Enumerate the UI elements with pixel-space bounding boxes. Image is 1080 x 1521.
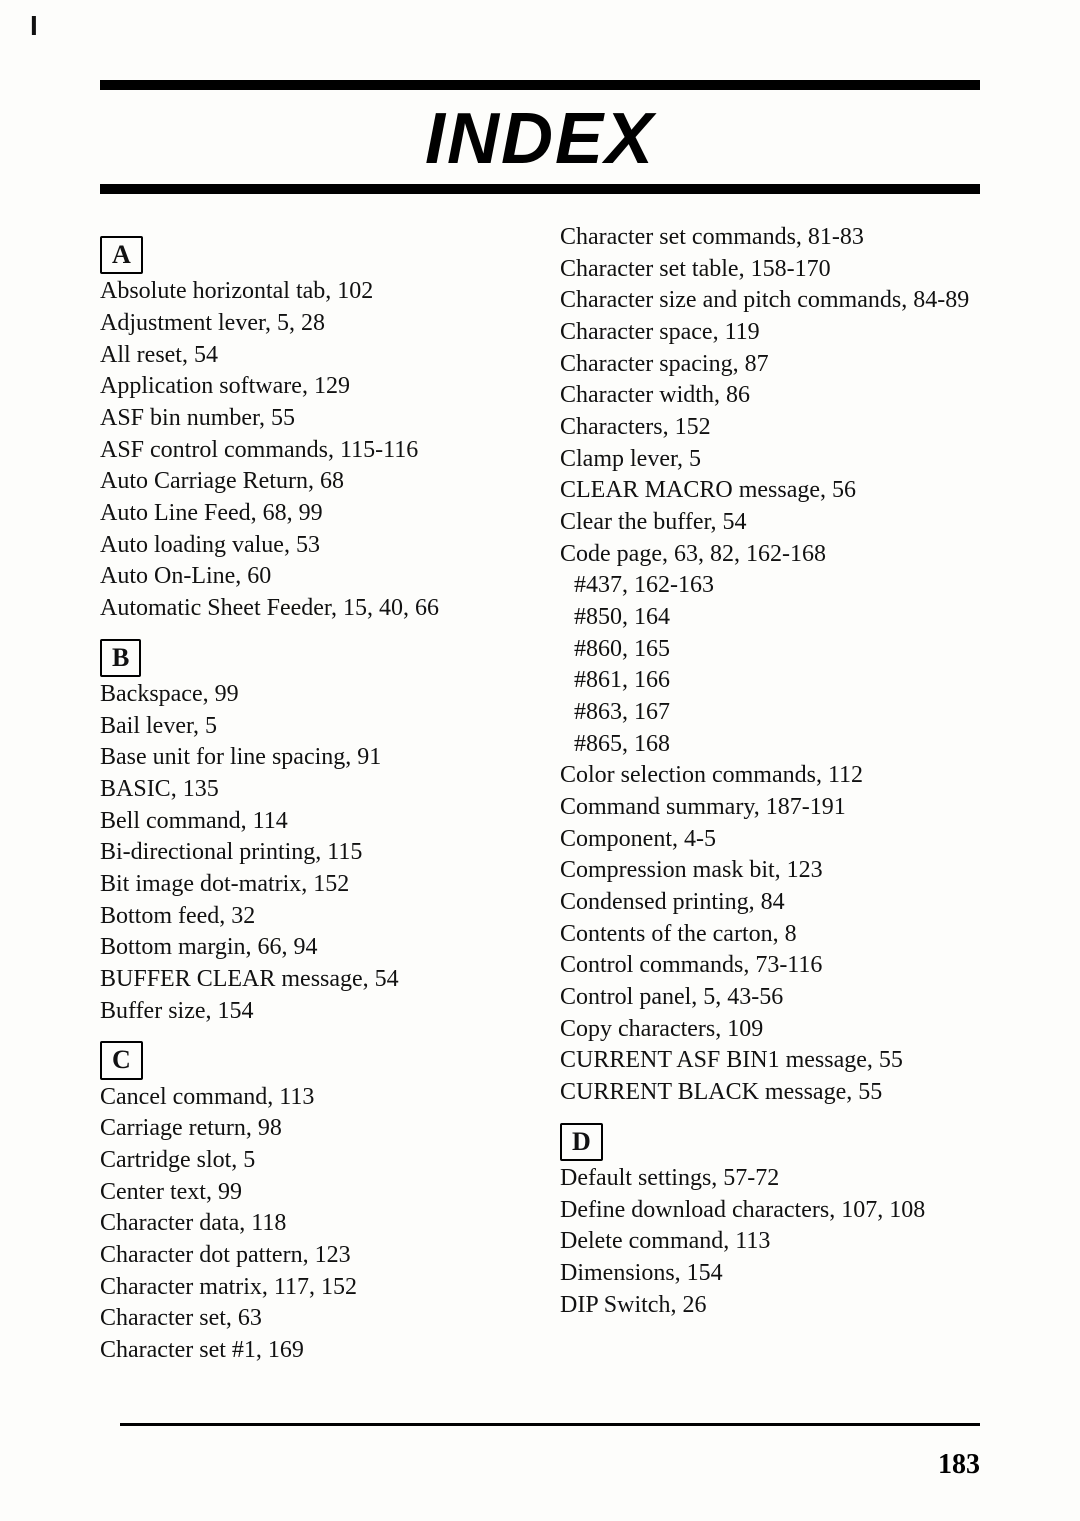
index-entry: Character data, 118	[100, 1208, 520, 1240]
index-entry: Character set commands, 81-83	[560, 222, 980, 254]
index-entry: Color selection commands, 112	[560, 760, 980, 792]
index-entry: Characters, 152	[560, 412, 980, 444]
index-entry: Bit image dot-matrix, 152	[100, 869, 520, 901]
index-entry: Dimensions, 154	[560, 1258, 980, 1290]
index-entry: Copy characters, 109	[560, 1014, 980, 1046]
index-entry: Code page, 63, 82, 162-168	[560, 539, 980, 571]
index-entry: Define download characters, 107, 108	[560, 1195, 980, 1227]
index-entry: BUFFER CLEAR message, 54	[100, 964, 520, 996]
index-entry: Bottom feed, 32	[100, 901, 520, 933]
section-letter-d: D	[560, 1123, 603, 1161]
index-subentry: #860, 165	[560, 634, 980, 666]
index-entry: Auto Line Feed, 68, 99	[100, 498, 520, 530]
index-entry: Character set table, 158-170	[560, 254, 980, 286]
title-underline-thick	[100, 184, 980, 194]
index-entry: Character set, 63	[100, 1303, 520, 1335]
index-entry: Bell command, 114	[100, 806, 520, 838]
left-column: A Absolute horizontal tab, 102 Adjustmen…	[100, 222, 520, 1367]
index-entry: Adjustment lever, 5, 28	[100, 308, 520, 340]
index-entry: ASF control commands, 115-116	[100, 435, 520, 467]
index-entry: Auto loading value, 53	[100, 530, 520, 562]
index-entry: Contents of the carton, 8	[560, 919, 980, 951]
index-title: INDEX	[100, 90, 980, 184]
index-entry: Delete command, 113	[560, 1226, 980, 1258]
index-entry: DIP Switch, 26	[560, 1290, 980, 1322]
index-entry: Default settings, 57-72	[560, 1163, 980, 1195]
index-entry: Absolute horizontal tab, 102	[100, 276, 520, 308]
index-subentry: #865, 168	[560, 729, 980, 761]
top-thick-rule	[100, 80, 980, 90]
index-entry: Carriage return, 98	[100, 1113, 520, 1145]
index-entry: Cartridge slot, 5	[100, 1145, 520, 1177]
index-entry: Bottom margin, 66, 94	[100, 932, 520, 964]
index-entry: Character width, 86	[560, 380, 980, 412]
index-entry: Component, 4-5	[560, 824, 980, 856]
index-entry: Buffer size, 154	[100, 996, 520, 1028]
index-entry: Control panel, 5, 43-56	[560, 982, 980, 1014]
index-entry: CLEAR MACRO message, 56	[560, 475, 980, 507]
index-entry: Character space, 119	[560, 317, 980, 349]
page-number: 183	[938, 1449, 980, 1481]
page-edge-mark: I	[30, 10, 38, 42]
index-entry: Automatic Sheet Feeder, 15, 40, 66	[100, 593, 520, 625]
index-columns: A Absolute horizontal tab, 102 Adjustmen…	[100, 222, 980, 1367]
right-column: Character set commands, 81-83 Character …	[560, 222, 980, 1367]
index-entry: Base unit for line spacing, 91	[100, 742, 520, 774]
index-subentry: #863, 167	[560, 697, 980, 729]
index-entry: CURRENT ASF BIN1 message, 55	[560, 1045, 980, 1077]
index-subentry: #861, 166	[560, 665, 980, 697]
index-entry: Backspace, 99	[100, 679, 520, 711]
index-entry: Character matrix, 117, 152	[100, 1272, 520, 1304]
section-letter-a: A	[100, 236, 143, 274]
index-entry: Clear the buffer, 54	[560, 507, 980, 539]
index-entry: All reset, 54	[100, 340, 520, 372]
index-entry: Compression mask bit, 123	[560, 855, 980, 887]
index-entry: Cancel command, 113	[100, 1082, 520, 1114]
index-entry: Bail lever, 5	[100, 711, 520, 743]
index-entry: Clamp lever, 5	[560, 444, 980, 476]
index-entry: Control commands, 73-116	[560, 950, 980, 982]
index-subentry: #850, 164	[560, 602, 980, 634]
index-entry: ASF bin number, 55	[100, 403, 520, 435]
index-entry: Character set #1, 169	[100, 1335, 520, 1367]
index-entry: Condensed printing, 84	[560, 887, 980, 919]
index-entry: Command summary, 187-191	[560, 792, 980, 824]
index-entry: Auto On-Line, 60	[100, 561, 520, 593]
index-entry: BASIC, 135	[100, 774, 520, 806]
index-entry: Auto Carriage Return, 68	[100, 466, 520, 498]
index-entry: Bi-directional printing, 115	[100, 837, 520, 869]
index-entry: Character size and pitch commands, 84-89	[560, 285, 980, 317]
section-letter-c: C	[100, 1041, 143, 1079]
section-letter-b: B	[100, 639, 141, 677]
footer-rule	[120, 1423, 980, 1426]
index-entry: Character spacing, 87	[560, 349, 980, 381]
index-entry: CURRENT BLACK message, 55	[560, 1077, 980, 1109]
index-entry: Application software, 129	[100, 371, 520, 403]
index-entry: Character dot pattern, 123	[100, 1240, 520, 1272]
index-entry: Center text, 99	[100, 1177, 520, 1209]
index-subentry: #437, 162-163	[560, 570, 980, 602]
